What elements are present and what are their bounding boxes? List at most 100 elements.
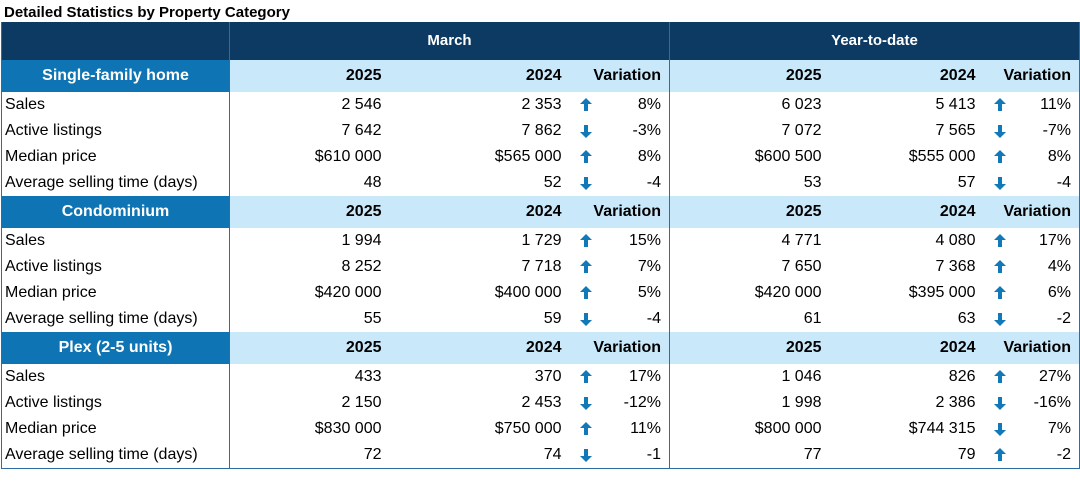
march-variation-value: 15%: [628, 232, 661, 249]
march-variation-value: -12%: [623, 394, 661, 411]
row-label: Average selling time (days): [1, 442, 230, 469]
ytd-trend-up-arrow-icon: [980, 364, 1020, 390]
ytd-trend-down-arrow-icon: [980, 390, 1020, 416]
ytd-2024-value: 7 565: [935, 122, 976, 139]
march-variation-value: -4: [646, 174, 661, 191]
row-label: Active listings: [1, 118, 230, 144]
march-2025-value: 55: [229, 306, 386, 332]
row-label: Active listings: [1, 254, 230, 280]
ytd-variation-value: -7%: [1019, 118, 1080, 144]
march-trend-down-arrow-icon: [566, 390, 606, 416]
ytd-2025-value: $420 000: [669, 280, 826, 306]
category-name: Condominium: [1, 196, 230, 228]
march-trend-up-arrow-icon: [566, 364, 606, 390]
row-label: Median price: [1, 280, 230, 306]
column-header-variation: Variation: [979, 196, 1080, 228]
column-header-2024: 2024: [825, 196, 980, 228]
march-variation-value: -1: [605, 442, 670, 469]
ytd-trend-up-arrow-icon: [980, 280, 1020, 306]
march-2024-value: 7 862: [521, 122, 562, 139]
row-label: Average selling time (days): [1, 306, 230, 332]
march-trend-up-arrow-icon: [566, 416, 606, 442]
ytd-trend-up-arrow-icon: [979, 442, 1020, 469]
ytd-trend-down-arrow-icon: [980, 416, 1020, 442]
ytd-trend-down-arrow-icon: [980, 170, 1020, 196]
category-name: Single-family home: [1, 60, 230, 92]
column-header-2025: 2025: [229, 196, 386, 228]
ytd-variation-value: -2: [1019, 442, 1080, 469]
march-2025-value: 8 252: [229, 254, 386, 280]
ytd-variation-value: 7%: [1019, 416, 1080, 442]
march-2024-value: 1 729: [521, 232, 562, 249]
header-march: March: [229, 22, 670, 60]
row-label: Average selling time (days): [1, 170, 230, 196]
march-variation-value: 5%: [637, 284, 661, 301]
ytd-2024-value: 57: [957, 174, 976, 191]
march-2024-value: 370: [534, 368, 562, 385]
column-header-variation: Variation: [979, 332, 1080, 364]
ytd-2025-value: 1 998: [669, 390, 826, 416]
ytd-trend-up-arrow-icon: [980, 92, 1020, 118]
ytd-2024-value: 2 386: [935, 394, 976, 411]
march-2025-value: 1 994: [229, 228, 386, 254]
ytd-variation-value: 6%: [1019, 280, 1080, 306]
march-2025-value: 2 150: [229, 390, 386, 416]
march-2025-value: 48: [229, 170, 386, 196]
ytd-variation-value: -16%: [1019, 390, 1080, 416]
ytd-variation-value: 17%: [1019, 228, 1080, 254]
ytd-2024-value: 4 080: [935, 232, 976, 249]
ytd-variation-value: 4%: [1019, 254, 1080, 280]
march-variation-value: -4: [646, 310, 661, 327]
ytd-2024-value: $395 000: [908, 284, 976, 301]
table-row: Average selling time (days) 48 52 -4 53 57 -4: [1, 170, 1080, 196]
column-header-2024: 2024: [825, 332, 980, 364]
march-trend-down-arrow-icon: [565, 442, 606, 469]
ytd-variation-value: -4: [1019, 170, 1080, 196]
march-2024-value: 2 453: [521, 394, 562, 411]
column-header-variation: Variation: [565, 60, 670, 92]
ytd-2025-value: 1 046: [669, 364, 826, 390]
march-trend-up-arrow-icon: [566, 144, 606, 170]
column-header-2025: 2025: [669, 332, 826, 364]
ytd-trend-up-arrow-icon: [980, 254, 1020, 280]
statistics-table: March Year-to-date Single-family home 202…: [1, 22, 1080, 469]
ytd-2025-value: $800 000: [669, 416, 826, 442]
march-2025-value: 2 546: [229, 92, 386, 118]
ytd-2025-value: 77: [669, 442, 826, 469]
ytd-trend-down-arrow-icon: [980, 118, 1020, 144]
march-trend-down-arrow-icon: [566, 118, 606, 144]
march-2024-value: $750 000: [494, 420, 562, 437]
table-row: Sales 433 370 17% 1 046 826 27%: [1, 364, 1080, 390]
march-trend-down-arrow-icon: [566, 170, 606, 196]
column-header-2025: 2025: [669, 196, 826, 228]
ytd-2025-value: 7 650: [669, 254, 826, 280]
category-header-row: Condominium 2025 2024 Variation 2025 2024 Vari…: [1, 196, 1080, 228]
march-variation-value: 8%: [637, 96, 661, 113]
column-header-variation: Variation: [565, 196, 670, 228]
march-2024-value: 74: [385, 442, 566, 469]
march-2025-value: $420 000: [229, 280, 386, 306]
ytd-2024-value: $555 000: [908, 148, 976, 165]
march-2025-value: $610 000: [229, 144, 386, 170]
march-2024-value: $400 000: [494, 284, 562, 301]
row-label: Sales: [1, 364, 230, 390]
march-2024-value: 52: [543, 174, 562, 191]
ytd-variation-value: 11%: [1019, 92, 1080, 118]
table-row: Median price $420 000 $400 000 5% $420 000 $3…: [1, 280, 1080, 306]
column-header-2025: 2025: [229, 60, 386, 92]
ytd-2025-value: 6 023: [669, 92, 826, 118]
march-trend-up-arrow-icon: [566, 92, 606, 118]
column-header-2024: 2024: [825, 60, 980, 92]
ytd-trend-up-arrow-icon: [980, 228, 1020, 254]
row-label: Sales: [1, 228, 230, 254]
ytd-2025-value: $600 500: [669, 144, 826, 170]
column-header-variation: Variation: [565, 332, 670, 364]
page-title: Detailed Statistics by Property Category: [4, 4, 290, 21]
period-header-row: March Year-to-date: [1, 22, 1080, 60]
march-2024-value: $565 000: [494, 148, 562, 165]
ytd-2025-value: 4 771: [669, 228, 826, 254]
ytd-trend-up-arrow-icon: [980, 144, 1020, 170]
column-header-2024: 2024: [385, 60, 566, 92]
ytd-2024-value: $744 315: [908, 420, 976, 437]
ytd-variation-value: -2: [1019, 306, 1080, 332]
